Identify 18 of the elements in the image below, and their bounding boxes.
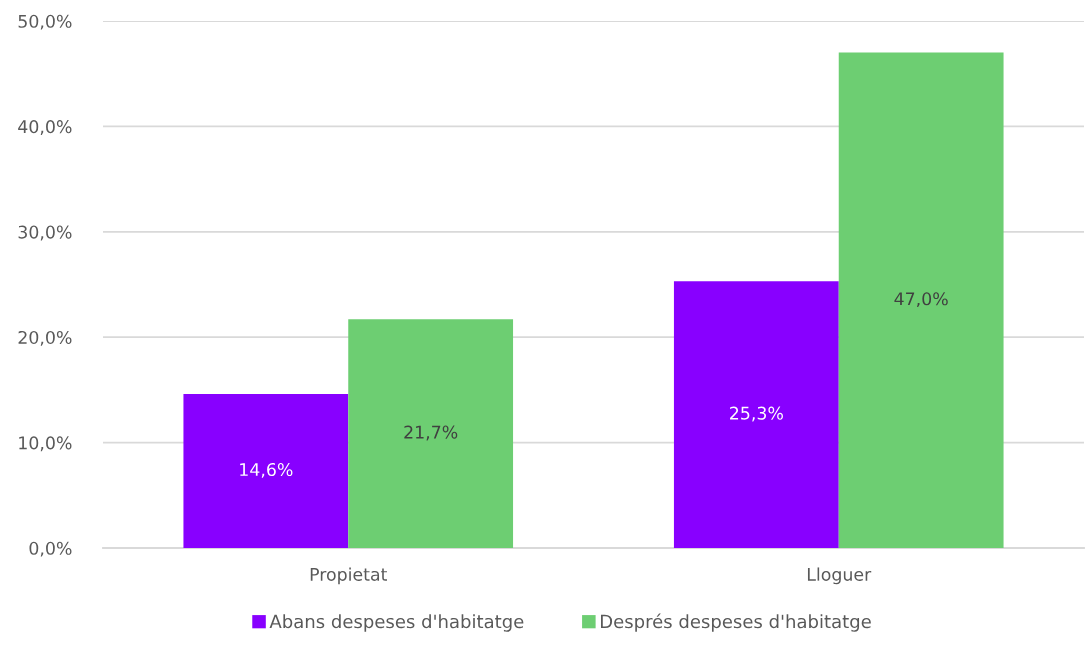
legend-label: Després despeses d'habitatge (601, 613, 871, 632)
bar (348, 319, 514, 548)
data-label: 47,0% (894, 292, 948, 308)
y-tick-label: 50,0% (18, 14, 72, 30)
legend-label: Abans despeses d'habitatge (269, 614, 524, 632)
data-label: 14,6% (240, 462, 293, 478)
bar (673, 281, 839, 548)
bar (183, 394, 349, 548)
y-tick-label: 40,0% (18, 120, 72, 136)
y-tick-label: 0,0% (29, 541, 72, 557)
y-tick-label: 10,0% (19, 436, 72, 452)
data-label: 21,7% (404, 425, 458, 441)
y-tick-label: 30,0% (18, 225, 72, 241)
data-label: 25,3% (730, 406, 783, 422)
y-tick-label: 20,0% (18, 330, 72, 346)
x-tick-label: Lloguer (807, 567, 872, 585)
bar (838, 52, 1004, 548)
x-tick-label: Propietat (310, 567, 387, 585)
